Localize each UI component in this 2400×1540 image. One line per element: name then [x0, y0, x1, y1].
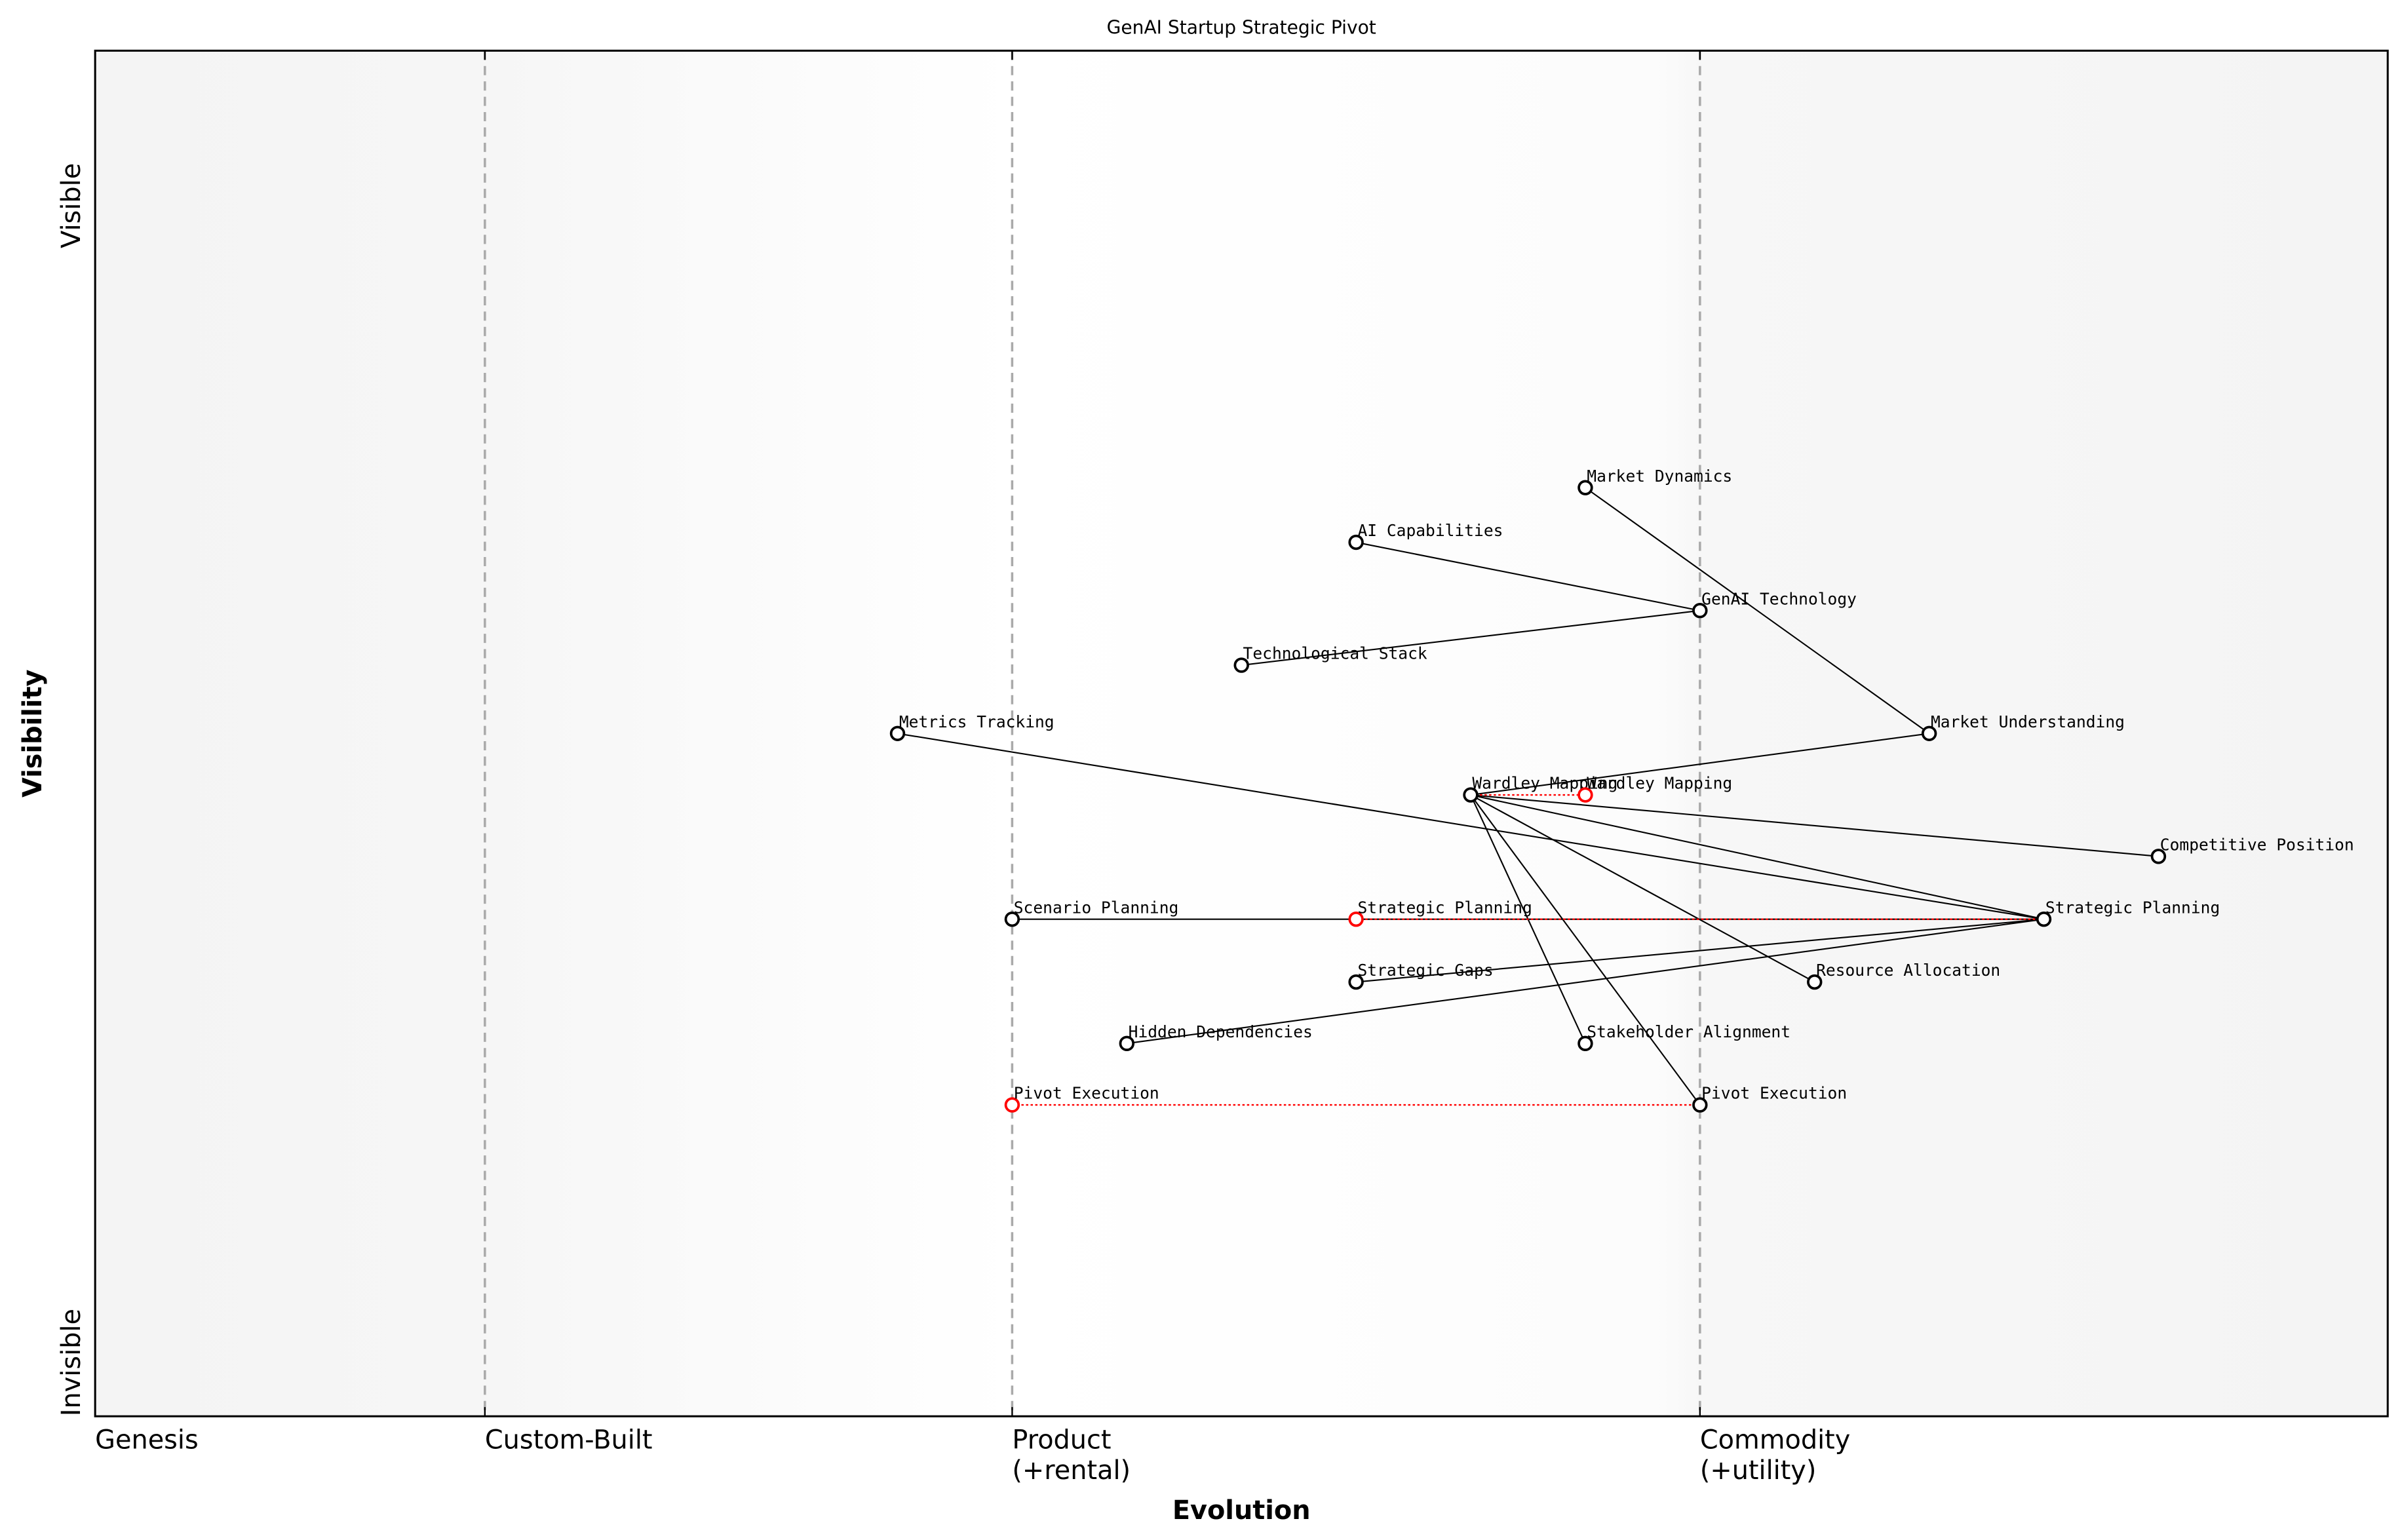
plot-frame — [94, 49, 2389, 1417]
component-node — [1692, 603, 1708, 619]
dependency-link — [1470, 733, 1929, 796]
x-tick-label-line: Product — [1012, 1425, 1111, 1455]
dependency-link — [1470, 794, 2044, 920]
x-tick-label: Product (+rental) — [1012, 1425, 1131, 1486]
dependency-link — [1585, 487, 1930, 735]
component-label: Pivot Execution — [1014, 1084, 1159, 1103]
component-label: Strategic Planning — [2045, 898, 2220, 917]
component-label: Strategic Gaps — [1357, 961, 1493, 980]
component-label: Strategic Planning — [1357, 898, 1532, 917]
component-label: Hidden Dependencies — [1129, 1022, 1313, 1041]
x-tick-label-line: (+rental) — [1012, 1455, 1131, 1486]
dependency-link — [897, 733, 2044, 920]
component-node — [1577, 1035, 1593, 1052]
plot-background — [95, 50, 2388, 1417]
component-label: Technological Stack — [1243, 644, 1427, 663]
component-node — [2036, 911, 2052, 927]
component-node — [1348, 534, 1364, 550]
component-node — [889, 725, 906, 741]
y-tick-label: Invisible — [56, 1309, 87, 1416]
component-label: Wardley Mapping — [1587, 774, 1732, 793]
component-node — [1119, 1035, 1135, 1052]
dependency-link — [1470, 794, 1701, 1106]
x-tick-label: Commodity (+utility) — [1700, 1425, 1851, 1486]
component-label: Scenario Planning — [1014, 898, 1179, 917]
component-node — [1004, 911, 1020, 927]
dependency-link — [1355, 541, 1701, 611]
chart-title: GenAI Startup Strategic Pivot — [1107, 17, 1376, 39]
component-label: Competitive Position — [2160, 835, 2354, 854]
dependency-link — [1470, 794, 2159, 857]
x-tick-label: Genesis — [95, 1425, 199, 1455]
component-label: Market Dynamics — [1587, 467, 1732, 486]
y-axis-label: Visibility — [18, 669, 48, 798]
component-label: Pivot Execution — [1701, 1084, 1847, 1103]
component-node — [1921, 725, 1937, 741]
x-tick-label-line: Commodity — [1700, 1425, 1851, 1455]
x-tick-label: Custom-Built — [485, 1425, 653, 1455]
component-node — [1463, 787, 1479, 803]
component-label: Wardley Mapping — [1472, 774, 1617, 793]
component-label: AI Capabilities — [1357, 521, 1503, 540]
evolved-component-node — [1004, 1097, 1020, 1113]
component-node — [1233, 657, 1249, 673]
component-label: Stakeholder Alignment — [1587, 1022, 1790, 1041]
component-node — [1807, 974, 1823, 990]
dependency-link — [1356, 918, 2044, 983]
dependency-link — [1241, 609, 1700, 666]
evolved-component-node — [1577, 787, 1593, 803]
y-tick-label: Visible — [56, 163, 87, 248]
dependency-link — [1127, 918, 2044, 1045]
component-node — [1692, 1097, 1708, 1113]
x-tick-label-line: (+utility) — [1700, 1455, 1817, 1486]
component-label: Metrics Tracking — [899, 712, 1055, 731]
component-node — [1577, 480, 1593, 495]
component-label: Resource Allocation — [1816, 961, 2000, 980]
dependency-link — [1470, 794, 1815, 983]
component-node — [2150, 849, 2167, 864]
component-node — [1348, 974, 1364, 990]
component-label: GenAI Technology — [1701, 589, 1857, 608]
x-axis-label: Evolution — [1172, 1495, 1311, 1526]
x-tick-label-line: Genesis — [95, 1425, 199, 1455]
component-label: Market Understanding — [1931, 712, 2125, 731]
x-tick-label-line: Custom-Built — [485, 1425, 653, 1455]
evolved-component-node — [1348, 911, 1364, 927]
